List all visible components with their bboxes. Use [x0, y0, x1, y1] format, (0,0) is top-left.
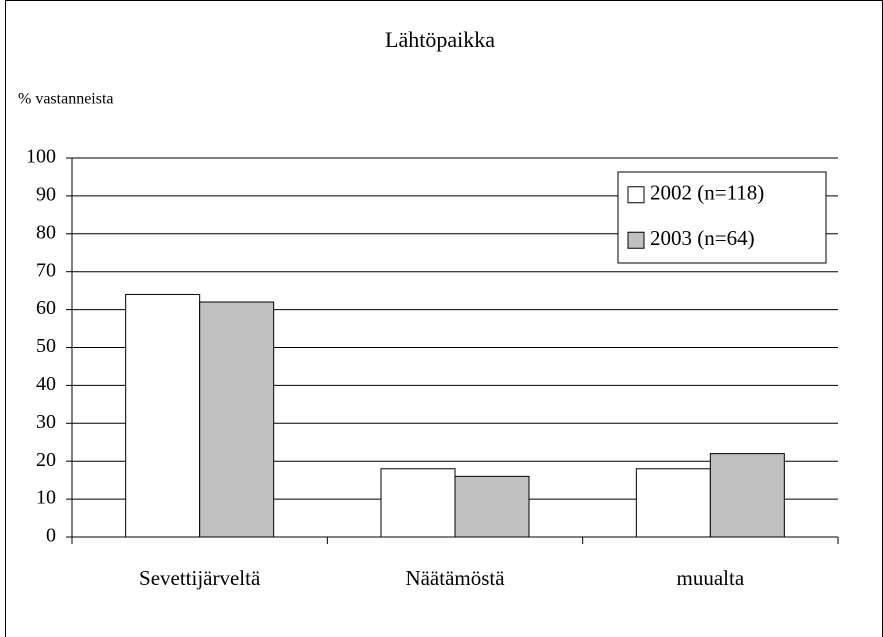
bar: [380, 468, 456, 538]
y-tick-label: 50: [36, 335, 56, 357]
legend-label: 2003 (n=64): [650, 226, 755, 250]
x-tick-label: Sevettijärveltä: [139, 566, 261, 590]
y-tick-label: 70: [36, 259, 56, 281]
bar: [125, 293, 201, 538]
y-tick-label: 0: [46, 525, 56, 547]
x-tick-label: muualta: [677, 566, 745, 590]
x-tick-label: Näätämöstä: [405, 566, 505, 590]
y-tick-label: 40: [36, 373, 56, 395]
y-tick-label: 60: [36, 297, 56, 319]
bar: [709, 453, 785, 538]
bar: [635, 468, 711, 538]
y-tick-label: 20: [36, 449, 56, 471]
bar: [454, 475, 530, 538]
y-tick-label: 80: [36, 221, 56, 243]
legend-swatch: [627, 186, 645, 204]
y-tick-label: 90: [36, 183, 56, 205]
legend-label: 2002 (n=118): [650, 181, 764, 205]
chart-title: Lähtöpaikka: [385, 27, 495, 52]
y-tick-label: 10: [36, 487, 56, 509]
y-tick-label: 30: [36, 411, 56, 433]
legend-swatch: [627, 231, 645, 249]
y-axis-label: % vastanneista: [18, 91, 114, 108]
y-tick-label: 100: [26, 146, 56, 168]
legend-box: [617, 171, 827, 264]
bar: [199, 301, 275, 538]
